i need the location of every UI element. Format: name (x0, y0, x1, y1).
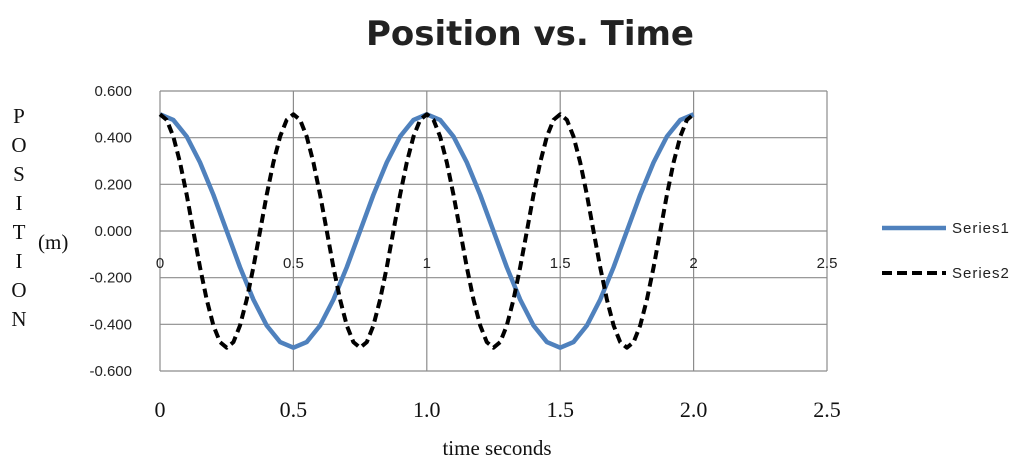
y-label-letter: T (13, 220, 26, 244)
y-tick-label: 0.000 (94, 223, 132, 240)
y-axis-ticks: 0.600 0.400 0.200 0.000 -0.200 -0.400 -0.600 (89, 83, 132, 380)
y-tick-label: 0.600 (94, 83, 132, 100)
x-tick-label-inner: 0.5 (283, 255, 304, 272)
plot-grid (159, 90, 828, 372)
y-label-letter: I (16, 249, 23, 273)
x-tick-label-inner: 0 (156, 255, 164, 272)
x-axis-ticks-inner: 0 0.5 1 1.5 2 2.5 (156, 255, 838, 272)
x-tick-label-outer: 2.5 (813, 397, 841, 422)
x-tick-label-outer: 1.0 (413, 397, 441, 422)
x-tick-label-inner: 1.5 (550, 255, 571, 272)
x-tick-label-inner: 1 (423, 255, 431, 272)
legend-label-1: Series1 (952, 220, 1010, 237)
series-line-2 (158, 112, 695, 350)
x-tick-label-outer: 1.5 (546, 397, 574, 422)
x-tick-label-outer: 0 (155, 397, 166, 422)
x-tick-label-inner: 2.5 (817, 255, 838, 272)
y-tick-label: 0.400 (94, 130, 132, 147)
y-label-letter: P (13, 104, 25, 128)
y-tick-label: -0.600 (89, 363, 132, 380)
y-tick-label: -0.400 (89, 316, 132, 333)
y-tick-label: 0.200 (94, 176, 132, 193)
chart-title: Position vs. Time (366, 14, 694, 54)
x-tick-label-outer: 2.0 (680, 397, 708, 422)
x-axis-label: time seconds (442, 436, 551, 460)
series-layer (158, 112, 695, 350)
legend: Series1 Series2 (882, 220, 1010, 282)
legend-label-2: Series2 (952, 265, 1010, 282)
y-label-letter: S (13, 162, 25, 186)
y-label-letter: N (11, 307, 26, 331)
x-axis-ticks-outer: 0 0.5 1.0 1.5 2.0 2.5 (155, 397, 841, 422)
x-tick-label-inner: 2 (689, 255, 697, 272)
y-label-letter: O (11, 133, 26, 157)
x-tick-label-outer: 0.5 (280, 397, 308, 422)
y-label-letter: O (11, 278, 26, 302)
y-tick-label: -0.200 (89, 270, 132, 287)
y-label-letter: I (16, 191, 23, 215)
y-axis-unit: (m) (38, 230, 68, 254)
